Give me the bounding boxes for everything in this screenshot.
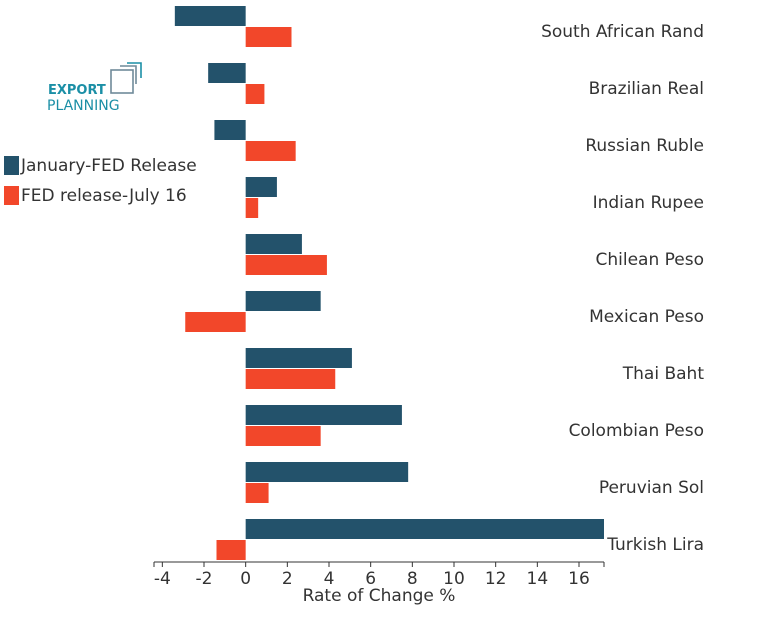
category-label-chilean-peso: Chilean Peso xyxy=(595,250,704,270)
bar-colombian-peso-series-0 xyxy=(245,405,402,425)
bar-brazilian-real-series-1 xyxy=(245,84,265,104)
x-axis-label: Rate of Change % xyxy=(303,586,456,606)
x-tick-label-16: 16 xyxy=(568,569,590,589)
logo-text-export: EXPORT xyxy=(48,83,106,98)
x-tick-label-2: 2 xyxy=(282,569,293,589)
bar-mexican-peso-series-1 xyxy=(185,312,246,332)
bar-peruvian-sol-series-0 xyxy=(245,462,409,482)
bar-peruvian-sol-series-1 xyxy=(245,483,269,503)
category-label-indian-rupee: Indian Rupee xyxy=(593,193,704,213)
category-label-colombian-peso: Colombian Peso xyxy=(569,421,704,441)
x-tick-label-14: 14 xyxy=(527,569,549,589)
x-tick-label-10: 10 xyxy=(443,569,465,589)
logo-text-planning: PLANNING xyxy=(47,98,120,114)
x-tick-label-6: 6 xyxy=(365,569,376,589)
x-tick-label-0: 0 xyxy=(240,569,251,589)
category-label-turkish-lira: Turkish Lira xyxy=(606,535,704,555)
bar-russian-ruble-series-0 xyxy=(214,120,246,140)
category-label-thai-baht: Thai Baht xyxy=(622,364,705,384)
bar-turkish-lira-series-0 xyxy=(245,519,604,539)
category-label-brazilian-real: Brazilian Real xyxy=(589,79,704,99)
category-label-peruvian-sol: Peruvian Sol xyxy=(599,478,704,498)
bar-chilean-peso-series-1 xyxy=(245,255,327,275)
bar-south-african-rand-series-0 xyxy=(174,6,246,26)
legend-swatch-fed-july xyxy=(4,186,19,205)
bar-thai-baht-series-0 xyxy=(245,348,352,368)
bar-colombian-peso-series-1 xyxy=(245,426,321,446)
bar-chilean-peso-series-0 xyxy=(245,234,302,254)
export-planning-logo: EXPORT PLANNING xyxy=(47,62,142,114)
x-tick-label-12: 12 xyxy=(485,569,507,589)
bars-group xyxy=(174,6,604,560)
legend-label-fed-july: FED release-July 16 xyxy=(21,186,187,206)
x-tick-label-neg2: -2 xyxy=(196,569,213,589)
category-labels: South African Rand Brazilian Real Russian … xyxy=(541,22,704,555)
legend-label-january-fed: January-FED Release xyxy=(20,156,197,176)
x-tick-label-8: 8 xyxy=(407,569,418,589)
logo-mark-icon xyxy=(110,62,142,94)
bar-indian-rupee-series-1 xyxy=(245,198,259,218)
bar-mexican-peso-series-0 xyxy=(245,291,321,311)
category-label-south-african-rand: South African Rand xyxy=(541,22,704,42)
bar-turkish-lira-series-1 xyxy=(216,540,246,560)
x-axis: -4 -2 0 2 4 6 8 10 12 14 16 xyxy=(153,561,605,589)
bar-brazilian-real-series-0 xyxy=(208,63,246,83)
category-label-mexican-peso: Mexican Peso xyxy=(589,307,704,327)
bar-russian-ruble-series-1 xyxy=(245,141,296,161)
x-tick-label-neg4: -4 xyxy=(154,569,171,589)
bar-thai-baht-series-1 xyxy=(245,369,336,389)
bar-indian-rupee-series-0 xyxy=(245,177,277,197)
legend: January-FED Release FED release-July 16 xyxy=(4,156,197,206)
bar-south-african-rand-series-1 xyxy=(245,27,292,47)
category-label-russian-ruble: Russian Ruble xyxy=(585,136,704,156)
x-tick-label-4: 4 xyxy=(324,569,335,589)
legend-swatch-january-fed xyxy=(4,156,19,175)
